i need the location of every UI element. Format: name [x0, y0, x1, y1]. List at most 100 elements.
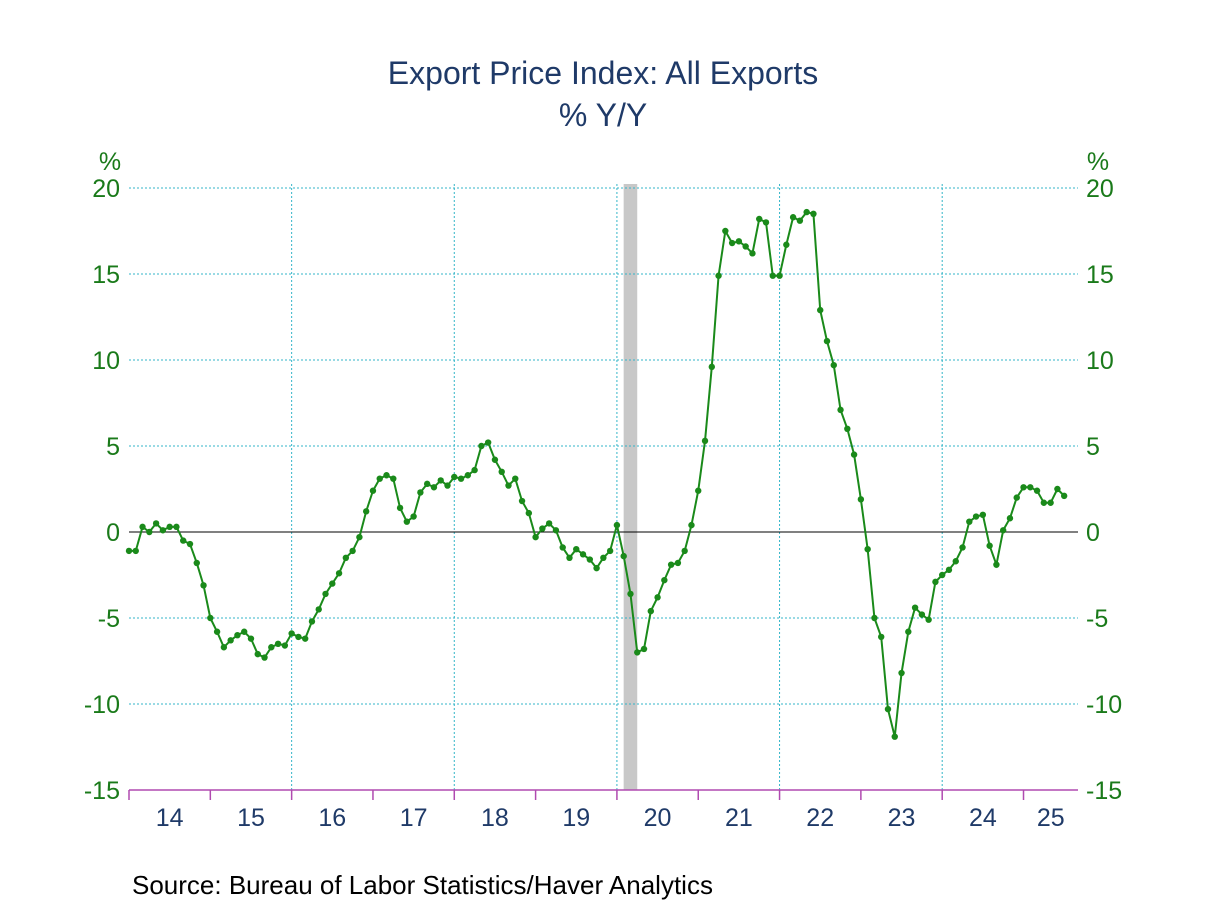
data-point [783, 241, 790, 248]
data-point [1006, 515, 1014, 522]
data-point [308, 618, 316, 625]
data-point [871, 614, 878, 622]
data-point [756, 215, 763, 223]
data-point [620, 552, 627, 560]
data-point [905, 628, 912, 635]
data-point [715, 272, 722, 279]
y-tick-labels: 20 20 15 15 10 10 5 5 0 0 -5 -5 -10 -10 -15 -15 [84, 175, 1122, 805]
data-point [1060, 492, 1068, 500]
data-point [674, 559, 682, 567]
data-point [349, 547, 356, 555]
data-point [627, 590, 634, 598]
y-axis-label-left: % [99, 148, 121, 176]
data-point [769, 272, 776, 279]
data-point [979, 511, 987, 518]
data-point [640, 645, 648, 653]
data-point [518, 497, 526, 505]
data-point [241, 628, 248, 635]
data-point [817, 306, 824, 314]
x-tick-label: 20 [644, 804, 672, 832]
y-tick-label-right: -5 [1086, 605, 1108, 633]
data-point [1040, 499, 1048, 506]
data-point [505, 482, 512, 489]
data-point [227, 637, 234, 644]
data-point [566, 554, 573, 561]
x-tick-label: 23 [888, 804, 916, 832]
y-tick-label-left: 15 [92, 261, 120, 289]
x-tick-label: 22 [806, 804, 834, 832]
data-point [735, 238, 743, 245]
data-point [647, 607, 655, 615]
x-tick-label: 19 [562, 804, 590, 832]
data-point [986, 542, 993, 549]
data-point [701, 437, 709, 445]
data-point [1027, 484, 1034, 491]
x-tick-label: 14 [156, 804, 184, 832]
data-point [484, 439, 492, 446]
data-point [295, 633, 302, 641]
data-point [959, 544, 966, 551]
y-tick-label-left: -10 [84, 691, 120, 719]
data-point [945, 566, 953, 574]
data-point [844, 425, 851, 432]
data-point [186, 540, 194, 548]
x-tick-label: 16 [318, 804, 346, 832]
data-point [993, 561, 1000, 568]
data-point [586, 556, 594, 563]
y-tick-label-right: -10 [1086, 691, 1122, 719]
data-point [430, 484, 438, 491]
data-point [830, 361, 837, 369]
data-point [525, 509, 533, 517]
data-point [688, 521, 695, 529]
data-point [654, 594, 661, 601]
data-point [457, 475, 465, 482]
x-tick-label: 21 [725, 804, 753, 832]
data-point [823, 337, 831, 345]
y-tick-label-left: 10 [92, 347, 120, 375]
data-point [796, 217, 804, 224]
y-tick-label-right: 0 [1086, 519, 1100, 547]
x-tick-label: 25 [1037, 804, 1065, 832]
data-point [464, 472, 472, 479]
axis-layer [128, 531, 1078, 800]
data-point [972, 513, 980, 520]
data-point [200, 582, 207, 589]
data-point [552, 527, 560, 534]
data-point [410, 513, 417, 520]
data-point [315, 606, 322, 613]
data-point [966, 518, 973, 525]
data-point [1033, 487, 1041, 494]
data-point [362, 508, 370, 515]
data-point [437, 477, 444, 484]
data-point [301, 635, 309, 642]
data-point [789, 214, 797, 221]
y-tick-label-left: 5 [106, 433, 120, 461]
data-point [1054, 485, 1061, 493]
data-point [579, 551, 587, 558]
data-point [268, 644, 275, 651]
x-tick-label: 18 [481, 804, 509, 832]
series-line [129, 210, 1065, 737]
data-point [329, 580, 336, 587]
data-point [593, 564, 600, 572]
x-tick-labels: 14 15 16 17 18 19 20 21 22 23 24 25 [156, 804, 1065, 832]
data-point [891, 733, 898, 740]
data-point [207, 614, 214, 622]
data-point [390, 475, 397, 482]
data-point [274, 640, 282, 647]
y-tick-label-left: -15 [84, 777, 120, 805]
data-point [878, 633, 885, 641]
data-point [911, 604, 919, 611]
data-point [667, 561, 675, 568]
data-point [864, 546, 871, 553]
x-tick-label: 15 [237, 804, 265, 832]
y-tick-label-left: 20 [92, 175, 120, 203]
data-point [220, 644, 228, 651]
y-tick-label-right: 10 [1086, 347, 1114, 375]
data-point [417, 489, 424, 496]
data-point [139, 523, 146, 531]
x-tick-label: 24 [969, 804, 997, 832]
data-point [125, 547, 133, 555]
data-point [376, 475, 383, 482]
y-tick-label-right: 20 [1086, 175, 1114, 203]
